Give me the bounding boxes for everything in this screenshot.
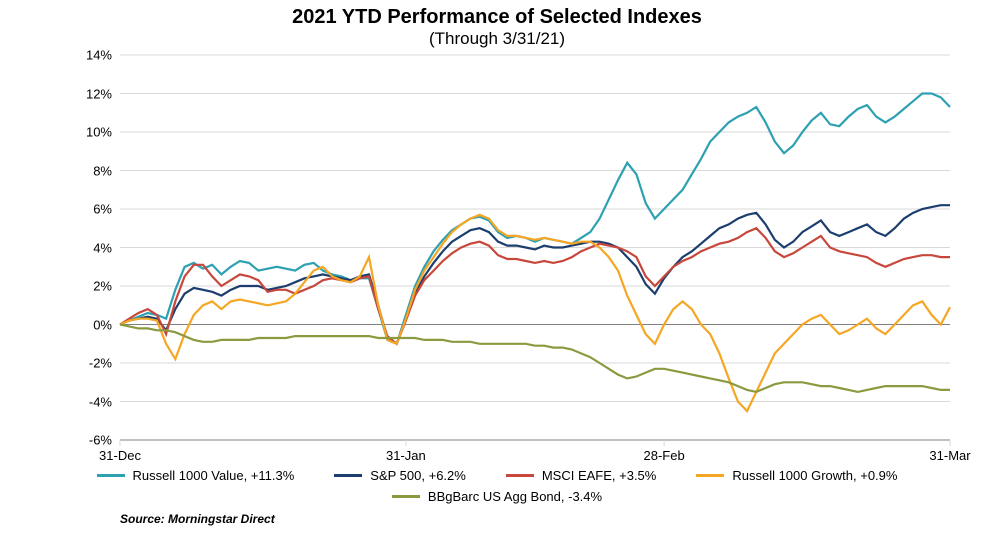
legend-label: S&P 500, +6.2%	[370, 468, 466, 483]
source-text: Source: Morningstar Direct	[120, 512, 275, 526]
y-axis-label: 10%	[86, 125, 112, 140]
series-aggbond	[120, 325, 950, 392]
y-axis-label: 2%	[93, 279, 112, 294]
chart-title: 2021 YTD Performance of Selected Indexes	[0, 0, 994, 29]
y-axis-label: 6%	[93, 202, 112, 217]
legend-swatch	[696, 474, 724, 477]
legend-item: Russell 1000 Value, +11.3%	[97, 468, 295, 483]
legend-label: BBgBarc US Agg Bond, -3.4%	[428, 489, 602, 504]
plot-area	[120, 55, 950, 440]
y-axis-label: -6%	[89, 433, 112, 448]
x-axis-label: 31-Mar	[929, 448, 970, 463]
y-axis-label: 8%	[93, 163, 112, 178]
y-axis-label: 4%	[93, 240, 112, 255]
y-axis-label: 14%	[86, 48, 112, 63]
legend-item: BBgBarc US Agg Bond, -3.4%	[392, 489, 602, 504]
y-axis-label: -2%	[89, 356, 112, 371]
y-axis-label: 0%	[93, 317, 112, 332]
x-axis-label: 31-Dec	[99, 448, 141, 463]
series-r1000growth	[120, 215, 950, 411]
legend-label: Russell 1000 Growth, +0.9%	[732, 468, 897, 483]
legend-swatch	[506, 474, 534, 477]
legend: Russell 1000 Value, +11.3% S&P 500, +6.2%…	[0, 468, 994, 504]
x-axis-label: 31-Jan	[386, 448, 426, 463]
chart-subtitle: (Through 3/31/21)	[0, 29, 994, 49]
legend-swatch	[97, 474, 125, 477]
legend-item: MSCI EAFE, +3.5%	[506, 468, 657, 483]
x-axis-label: 28-Feb	[644, 448, 685, 463]
y-axis-label: 12%	[86, 86, 112, 101]
chart-container: { "title": {"text":"2021 YTD Performance…	[0, 0, 994, 534]
legend-swatch	[392, 495, 420, 498]
legend-label: MSCI EAFE, +3.5%	[542, 468, 657, 483]
series-r1000value	[120, 94, 950, 344]
legend-label: Russell 1000 Value, +11.3%	[133, 468, 295, 483]
legend-item: S&P 500, +6.2%	[334, 468, 466, 483]
legend-swatch	[334, 474, 362, 477]
legend-item: Russell 1000 Growth, +0.9%	[696, 468, 897, 483]
y-axis-label: -4%	[89, 394, 112, 409]
